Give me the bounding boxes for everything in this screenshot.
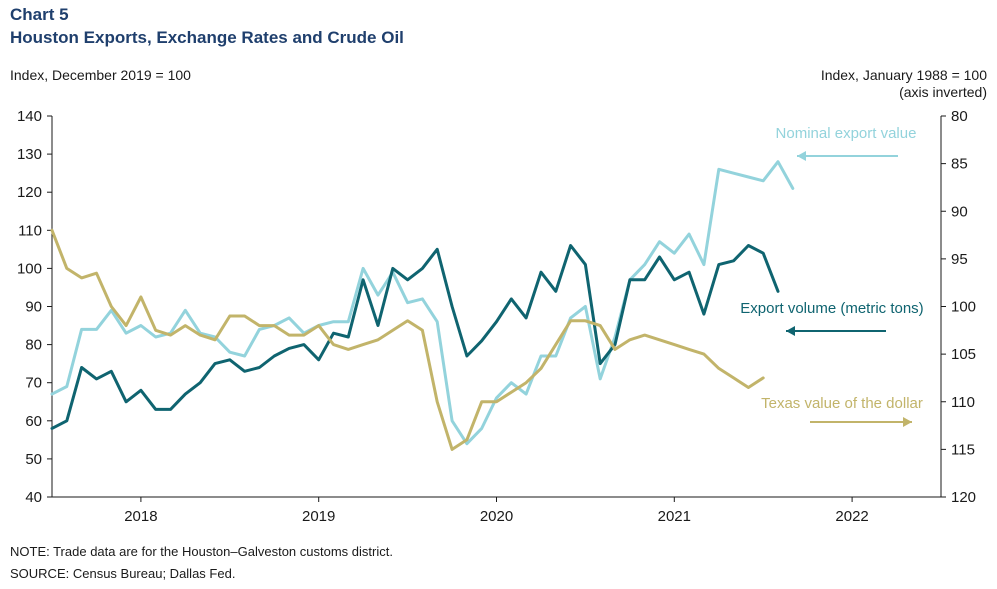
chart-title: Houston Exports, Exchange Rates and Crud… (10, 28, 404, 47)
left-tick-label: 90 (25, 299, 42, 316)
left-tick-label: 110 (18, 222, 42, 239)
annotation-arrow-head (903, 417, 912, 427)
x-tick-label: 2022 (835, 508, 868, 525)
left-axis-unit-label: Index, December 2019 = 100 (10, 67, 191, 83)
source-note: SOURCE: Census Bureau; Dallas Fed. (10, 566, 236, 581)
right-tick-label: 100 (951, 299, 976, 316)
left-tick-label: 70 (25, 375, 42, 392)
annotation-label: Nominal export value (776, 125, 917, 142)
left-tick-label: 40 (25, 489, 42, 506)
left-tick-label: 100 (17, 260, 42, 277)
right-tick-label: 85 (951, 156, 968, 173)
annotation-label: Texas value of the dollar (761, 395, 923, 412)
right-axis-unit-line1: Index, January 1988 = 100 (820, 67, 987, 83)
x-tick-label: 2019 (302, 508, 335, 525)
footnote: NOTE: Trade data are for the Houston–Gal… (10, 544, 393, 559)
left-tick-label: 80 (25, 337, 42, 354)
left-tick-label: 140 (17, 108, 42, 125)
annotation-label: Export volume (metric tons) (740, 300, 923, 317)
right-tick-label: 90 (951, 203, 968, 220)
right-axis-unit-label: Index, January 1988 = 100 (axis inverted… (821, 67, 987, 101)
x-tick-label: 2021 (658, 508, 691, 525)
series-line-export-volume-metric-tons (50, 244, 780, 430)
right-tick-label: 80 (951, 108, 968, 125)
left-tick-label: 60 (25, 413, 42, 430)
left-tick-label: 130 (17, 146, 42, 163)
series-annotations: Nominal export value Export volume (metri… (740, 125, 924, 427)
axes: 40 50 60 70 80 90 100 110 120 130 140 80 85 90 95 100 10… (17, 108, 976, 525)
annotation-arrow-head (786, 326, 795, 336)
right-tick-label: 95 (951, 251, 968, 268)
right-axis-unit-line2: (axis inverted) (899, 84, 987, 100)
left-tick-label: 120 (17, 184, 42, 201)
chart-label: Chart 5 (10, 5, 69, 24)
right-tick-label: 115 (951, 441, 975, 458)
series-lines (50, 160, 795, 451)
right-tick-label: 110 (951, 394, 975, 411)
series-line-nominal-export-value (50, 160, 795, 446)
right-tick-label: 120 (951, 489, 976, 506)
x-tick-label: 2020 (480, 508, 513, 525)
left-tick-label: 50 (25, 451, 42, 468)
annotation-arrow-head (797, 151, 806, 161)
x-tick-label: 2018 (124, 508, 157, 525)
series-line-texas-value-of-the-dollar (50, 228, 765, 451)
right-tick-label: 105 (951, 346, 976, 363)
